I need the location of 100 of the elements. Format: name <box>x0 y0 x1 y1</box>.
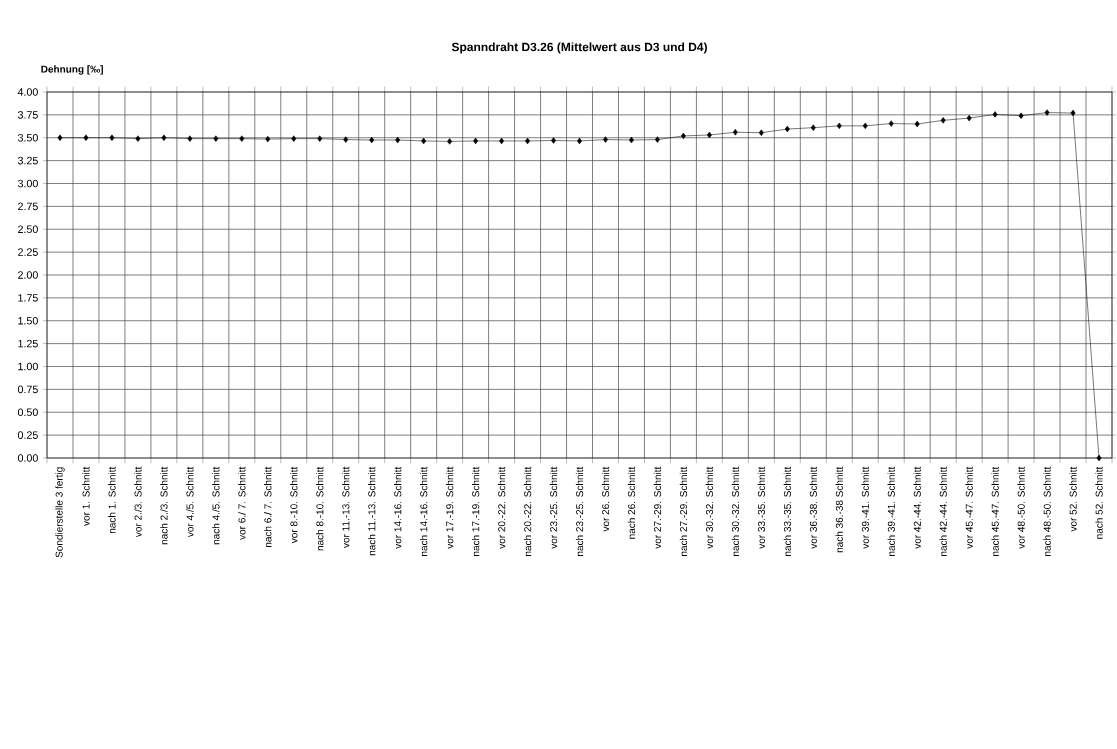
x-tick-label: vor 6./ 7. Schnitt <box>238 466 246 540</box>
x-tick-label: vor 14.-16. Schnitt <box>394 466 402 549</box>
point <box>525 137 531 145</box>
point <box>836 122 842 130</box>
x-tick-label: vor 42.-44. Schnitt <box>913 466 921 549</box>
x-tick-label: nach 45.-47. Schnitt <box>991 466 999 556</box>
y-tick-label: 0.50 <box>17 408 38 417</box>
x-tick-label: nach 30.-32. Schnitt <box>731 466 740 556</box>
x-tick-label: vor 52. Schnitt <box>1069 466 1077 532</box>
point <box>369 136 375 144</box>
y-tick-label: 1.00 <box>18 362 38 371</box>
x-tick-label: nach 48.-50. Schnitt <box>1043 466 1051 556</box>
point <box>758 129 764 136</box>
point <box>628 136 634 144</box>
x-tick-label: vor 8.-10. Schnitt <box>290 466 298 544</box>
x-tick-label: vor 23.-25. Schnitt <box>549 466 558 549</box>
x-tick-label: nach 1. Schnitt <box>108 466 116 534</box>
point <box>421 137 427 145</box>
point <box>343 136 349 143</box>
y-tick-label: 0.25 <box>17 431 38 439</box>
point <box>1044 109 1050 116</box>
x-tick-label: vor 27.-29. Schnitt <box>653 466 662 549</box>
y-tick-label: 3.25 <box>17 156 38 165</box>
x-tick-label: nach 33.-35. Schnitt <box>783 466 791 556</box>
x-tick-label: nach 23.-25. Schnitt <box>575 466 584 556</box>
point <box>239 135 245 142</box>
y-tick-label: 3.00 <box>17 179 38 188</box>
y-tick-label: 1.25 <box>18 339 38 348</box>
point <box>187 135 193 142</box>
x-tick-label: nach 42.-44. Schnitt <box>939 466 947 556</box>
y-tick-label: 2.50 <box>18 225 38 234</box>
x-tick-label: nach 26. Schnitt <box>627 466 636 539</box>
x-tick-label: vor 2./3. Schnitt <box>134 466 142 538</box>
point <box>551 137 556 144</box>
point <box>732 129 738 136</box>
x-tick-label: vor 45.-47. Schnitt <box>965 466 973 549</box>
x-tick-label: vor 39.-41. Schnitt <box>861 466 869 549</box>
point <box>1096 454 1102 462</box>
x-tick-label: nach 2./3. Schnitt <box>160 466 168 545</box>
x-tick-label: nach 14.-16. Schnitt <box>419 466 428 556</box>
point <box>291 135 297 142</box>
x-tick-label: nach 20.-22. Schnitt <box>523 466 532 556</box>
point <box>109 134 115 141</box>
x-tick-label: nach 27.-29. Schnitt <box>679 466 688 556</box>
chart-title: Spanndraht D3.26 (Mittelwert aus D3 und D4) <box>451 42 707 54</box>
x-tick-label: Sondierstelle 3 fertig <box>55 467 65 558</box>
point <box>680 132 686 140</box>
x-tick-label: vor 48.-50. Schnitt <box>1017 466 1025 549</box>
point <box>888 120 894 127</box>
point <box>499 137 505 145</box>
point <box>810 124 816 131</box>
point <box>317 135 323 142</box>
point <box>706 131 712 139</box>
x-tick-label: nach 39.-41. Schnitt <box>887 466 895 556</box>
point <box>1070 109 1076 117</box>
x-tick-label: nach 52. Schnitt <box>1095 466 1103 539</box>
point <box>473 137 479 145</box>
point <box>395 136 401 144</box>
y-tick-label: 1.75 <box>18 294 38 302</box>
x-tick-label: nach 4./5. Schnitt <box>212 466 220 545</box>
y-tick-label: 3.75 <box>17 111 38 119</box>
point <box>57 134 63 141</box>
x-tick-label: vor 4./5. Schnitt <box>186 466 194 538</box>
x-tick-label: nach 17.-19. Schnitt <box>471 466 480 556</box>
x-tick-label: vor 30.-32. Schnitt <box>705 466 714 549</box>
point <box>966 114 972 122</box>
x-tick-label: vor 11.-13. Schnitt <box>342 466 350 548</box>
point <box>603 136 608 143</box>
point <box>914 120 920 128</box>
y-tick-label: 2.00 <box>18 271 38 279</box>
point <box>135 135 141 142</box>
y-axis-title: Dehnung [‰] <box>41 65 103 75</box>
x-tick-label: vor 33.-35. Schnitt <box>757 466 766 549</box>
point <box>654 136 660 143</box>
x-tick-label: vor 26. Schnitt <box>601 466 610 532</box>
x-tick-label: vor 36.-38. Schnitt <box>809 466 817 549</box>
y-tick-label: 2.25 <box>18 248 38 256</box>
x-tick-label: nach 36.-38 Schnitt <box>835 466 843 553</box>
point <box>784 125 790 133</box>
y-tick-label: 0.75 <box>17 385 38 394</box>
point <box>447 138 453 145</box>
x-tick-label: vor 1. Schnitt <box>82 466 90 526</box>
x-tick-label: nach 11.-13. Schnitt <box>368 466 376 556</box>
point <box>992 111 998 118</box>
y-tick-label: 1.50 <box>18 316 38 325</box>
point <box>213 135 219 142</box>
y-tick-label: 3.50 <box>17 133 38 142</box>
y-tick-label: 2.75 <box>18 202 38 211</box>
point <box>1018 112 1024 119</box>
point <box>862 122 868 130</box>
y-tick-label: 4.00 <box>17 88 38 96</box>
x-tick-label: vor 20.-22. Schnitt <box>497 466 506 549</box>
x-tick-label: nach 6./ 7. Schnitt <box>264 466 272 547</box>
point <box>940 117 946 124</box>
point <box>161 134 167 141</box>
point <box>83 134 89 141</box>
x-tick-label: nach 8.-10. Schnitt <box>316 466 324 551</box>
y-tick-label: 0.00 <box>17 454 38 462</box>
point <box>265 135 271 143</box>
x-tick-label: vor 17.-19. Schnitt <box>445 466 454 549</box>
